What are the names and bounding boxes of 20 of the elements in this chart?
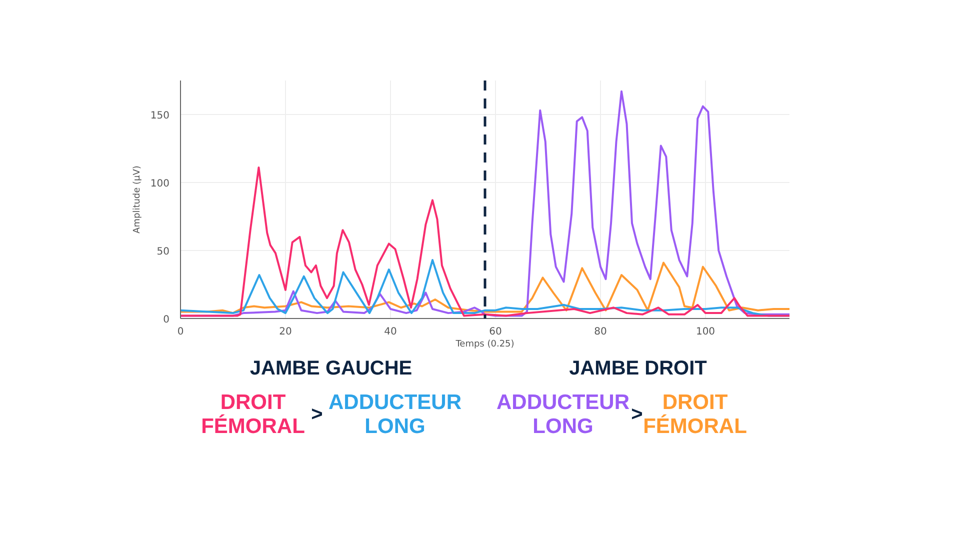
text: JAMBE GAUCHE (250, 358, 412, 380)
x-tick-label: 100 (696, 326, 716, 338)
text: ADDUCTEUR LONG (496, 390, 630, 440)
x-tick-label: 60 (489, 326, 502, 338)
text: DROIT FÉMORAL (643, 390, 747, 440)
y-axis-title: Amplitude (µV) (132, 166, 142, 234)
text: DROIT FÉMORAL (201, 390, 305, 440)
text: > (311, 404, 323, 426)
y-tick-label: 50 (156, 246, 170, 258)
text: JAMBE DROIT (569, 358, 707, 380)
x-tick-label: 20 (279, 326, 292, 338)
x-tick-label: 40 (384, 326, 397, 338)
text: ADDUCTEUR LONG (328, 390, 462, 440)
y-tick-label: 150 (150, 110, 170, 122)
y-tick-label: 0 (163, 314, 170, 326)
x-tick-label: 80 (594, 326, 607, 338)
x-tick-label: 0 (177, 326, 184, 338)
y-tick-label: 100 (150, 178, 170, 190)
text: > (631, 404, 643, 426)
x-axis-title: Temps (0.25) (454, 340, 514, 350)
